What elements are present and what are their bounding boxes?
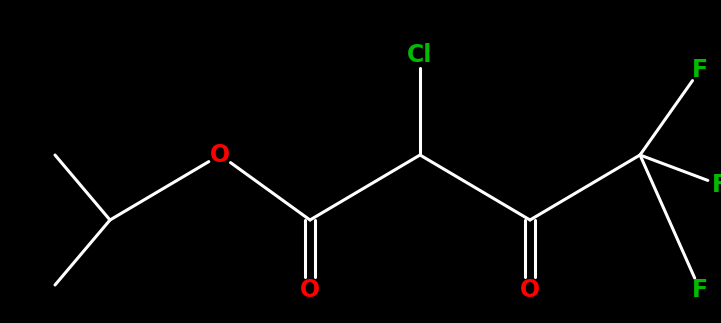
Text: F: F: [692, 58, 708, 82]
Text: Cl: Cl: [407, 43, 433, 67]
Text: F: F: [712, 173, 721, 197]
Text: F: F: [692, 278, 708, 302]
Text: O: O: [300, 278, 320, 302]
Text: O: O: [210, 143, 230, 167]
Text: O: O: [520, 278, 540, 302]
